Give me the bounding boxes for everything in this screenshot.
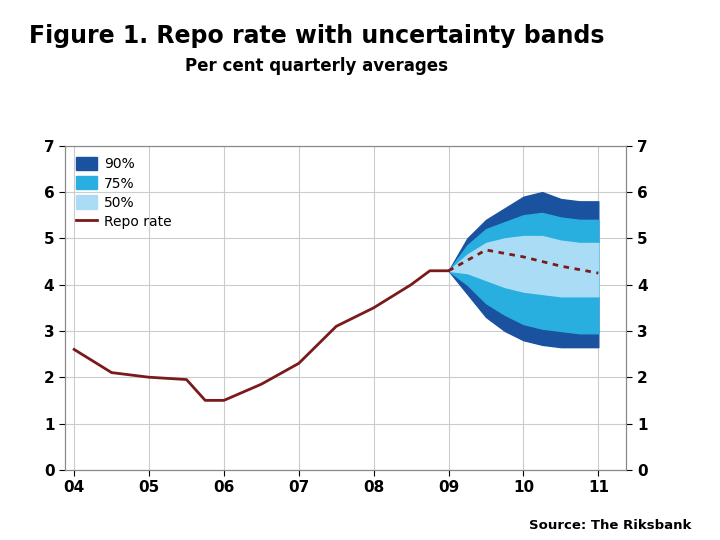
Text: Figure 1. Repo rate with uncertainty bands: Figure 1. Repo rate with uncertainty ban… [29,24,605,48]
Text: SVERIGES
RIKSBANK: SVERIGES RIKSBANK [639,92,683,113]
Text: Per cent quarterly averages: Per cent quarterly averages [185,57,449,75]
Legend: 90%, 75%, 50%, Repo rate: 90%, 75%, 50%, Repo rate [72,153,176,233]
Text: ✦ ✦ ✦
  ✦: ✦ ✦ ✦ ✦ [649,37,672,50]
Text: Source: The Riksbank: Source: The Riksbank [528,519,691,532]
